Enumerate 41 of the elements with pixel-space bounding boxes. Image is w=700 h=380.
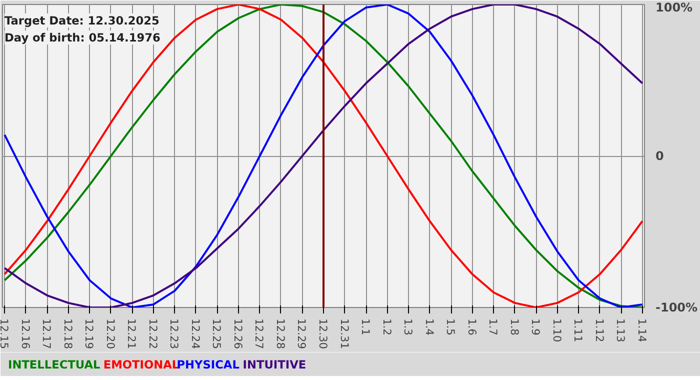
- x-tick-label: 12.16: [18, 318, 32, 350]
- x-tick-label: 1.10: [550, 318, 564, 342]
- x-tick-label: 12.30: [316, 318, 330, 350]
- x-tick-label: 12.28: [274, 318, 287, 350]
- x-tick-label: 12.15: [0, 318, 11, 350]
- text: INTELLECTUAL: [8, 358, 100, 372]
- x-tick-label: 12.22: [146, 318, 160, 350]
- y-tick-label: 0: [656, 149, 664, 163]
- x-tick-label: 12.17: [40, 318, 54, 350]
- x-tick-label: 1.6: [465, 318, 478, 336]
- x-tick-label: 1.13: [614, 318, 628, 342]
- annotation: Target Date: 12.30.2025: [4, 14, 160, 28]
- x-tick-label: 1.8: [508, 318, 521, 336]
- text: PHYSICAL: [176, 358, 240, 372]
- y-tick-label: 100%: [656, 0, 693, 14]
- x-tick-label: 1.1: [359, 318, 372, 336]
- x-tick-label: 12.27: [252, 318, 266, 350]
- x-tick-label: 1.2: [380, 318, 394, 336]
- x-tick-label: 12.18: [61, 318, 74, 350]
- x-tick-label: 1.9: [529, 318, 542, 336]
- text: EMOTIONAL: [103, 358, 180, 372]
- line-series: [4, 4, 644, 308]
- y-tick-label: -100%: [656, 300, 698, 314]
- x-tick-label: 12.23: [168, 318, 181, 350]
- x-tick-label: 12.31: [338, 318, 351, 350]
- x-tick-label: 12.26: [231, 318, 244, 350]
- x-tick-label: 12.20: [104, 318, 117, 350]
- text: INTUITIVE: [242, 358, 306, 372]
- x-tick-label: 12.24: [188, 318, 202, 350]
- x-tick-label: 1.5: [444, 318, 458, 336]
- x-tick-label: 12.25: [210, 318, 224, 350]
- annotation: Day of birth: 05.14.1976: [4, 30, 160, 44]
- x-tick-label: 12.29: [295, 318, 308, 350]
- x-tick-label: 1.11: [572, 318, 585, 342]
- x-tick-label: 12.21: [125, 318, 138, 350]
- x-tick-label: 12.19: [82, 318, 96, 350]
- x-tick-label: 1.12: [592, 318, 606, 342]
- x-tick-label: 1.7: [486, 318, 500, 336]
- x-tick-label: 1.4: [422, 318, 436, 336]
- x-tick-label: 1.3: [402, 318, 415, 336]
- x-tick-label: 1.14: [635, 318, 648, 342]
